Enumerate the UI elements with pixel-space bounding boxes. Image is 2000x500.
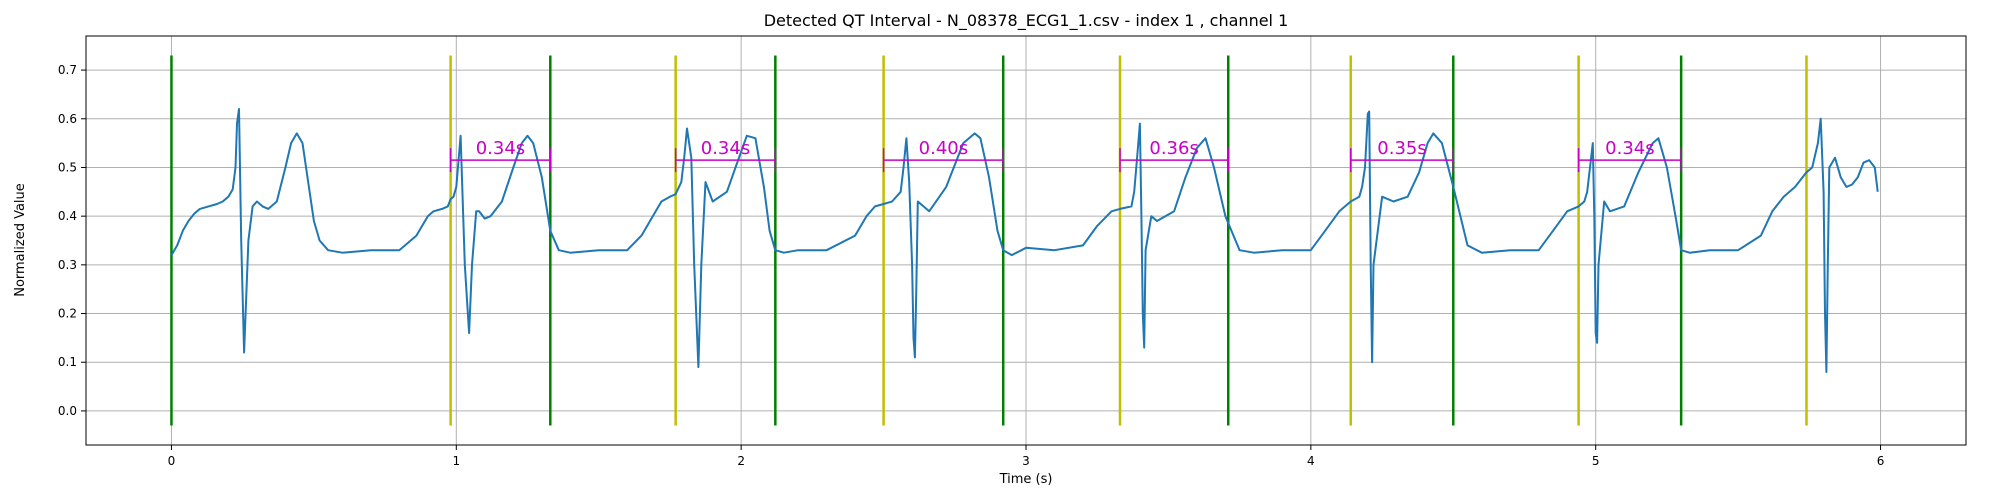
qt-interval-label: 0.34s: [701, 138, 750, 159]
x-tick-label: 2: [737, 454, 745, 468]
y-tick-label: 0.2: [58, 307, 77, 321]
marker-lines: [170, 55, 1808, 426]
qt-interval-label: 0.36s: [1149, 138, 1198, 159]
y-tick-label: 0.5: [58, 160, 77, 174]
chart-title: Detected QT Interval - N_08378_ECG1_1.cs…: [764, 11, 1289, 31]
x-tick-label: 4: [1307, 454, 1315, 468]
y-tick-label: 0.7: [58, 63, 77, 77]
x-axis-label: Time (s): [999, 472, 1053, 487]
x-tick-label: 6: [1877, 454, 1885, 468]
qt-interval-label: 0.40s: [919, 138, 968, 159]
x-tick-label: 5: [1592, 454, 1600, 468]
ecg-signal-line: [170, 108, 1879, 373]
y-tick-label: 0.1: [58, 355, 77, 369]
grid-lines: [86, 36, 1966, 445]
y-tick-label: 0.0: [58, 404, 77, 418]
qt-interval-label: 0.35s: [1377, 138, 1426, 159]
x-tick-label: 3: [1022, 454, 1030, 468]
qt-intervals: 0.34s 0.34s 0.40s 0.36s 0.35s 0.34s: [449, 138, 1682, 173]
y-axis-label: Normalized Value: [13, 183, 28, 297]
qt-interval-label: 0.34s: [476, 138, 525, 159]
qt-interval-label: 0.34s: [1605, 138, 1654, 159]
axis-ticks: 0 1 2 3 4 5 6 0.0 0.1 0.2 0.3 0.4 0.5 0.6 0.7: [58, 63, 1884, 468]
y-tick-label: 0.4: [58, 209, 77, 223]
y-tick-label: 0.3: [58, 258, 77, 272]
x-tick-label: 0: [168, 454, 176, 468]
x-tick-label: 1: [452, 454, 460, 468]
y-tick-label: 0.6: [58, 112, 77, 126]
